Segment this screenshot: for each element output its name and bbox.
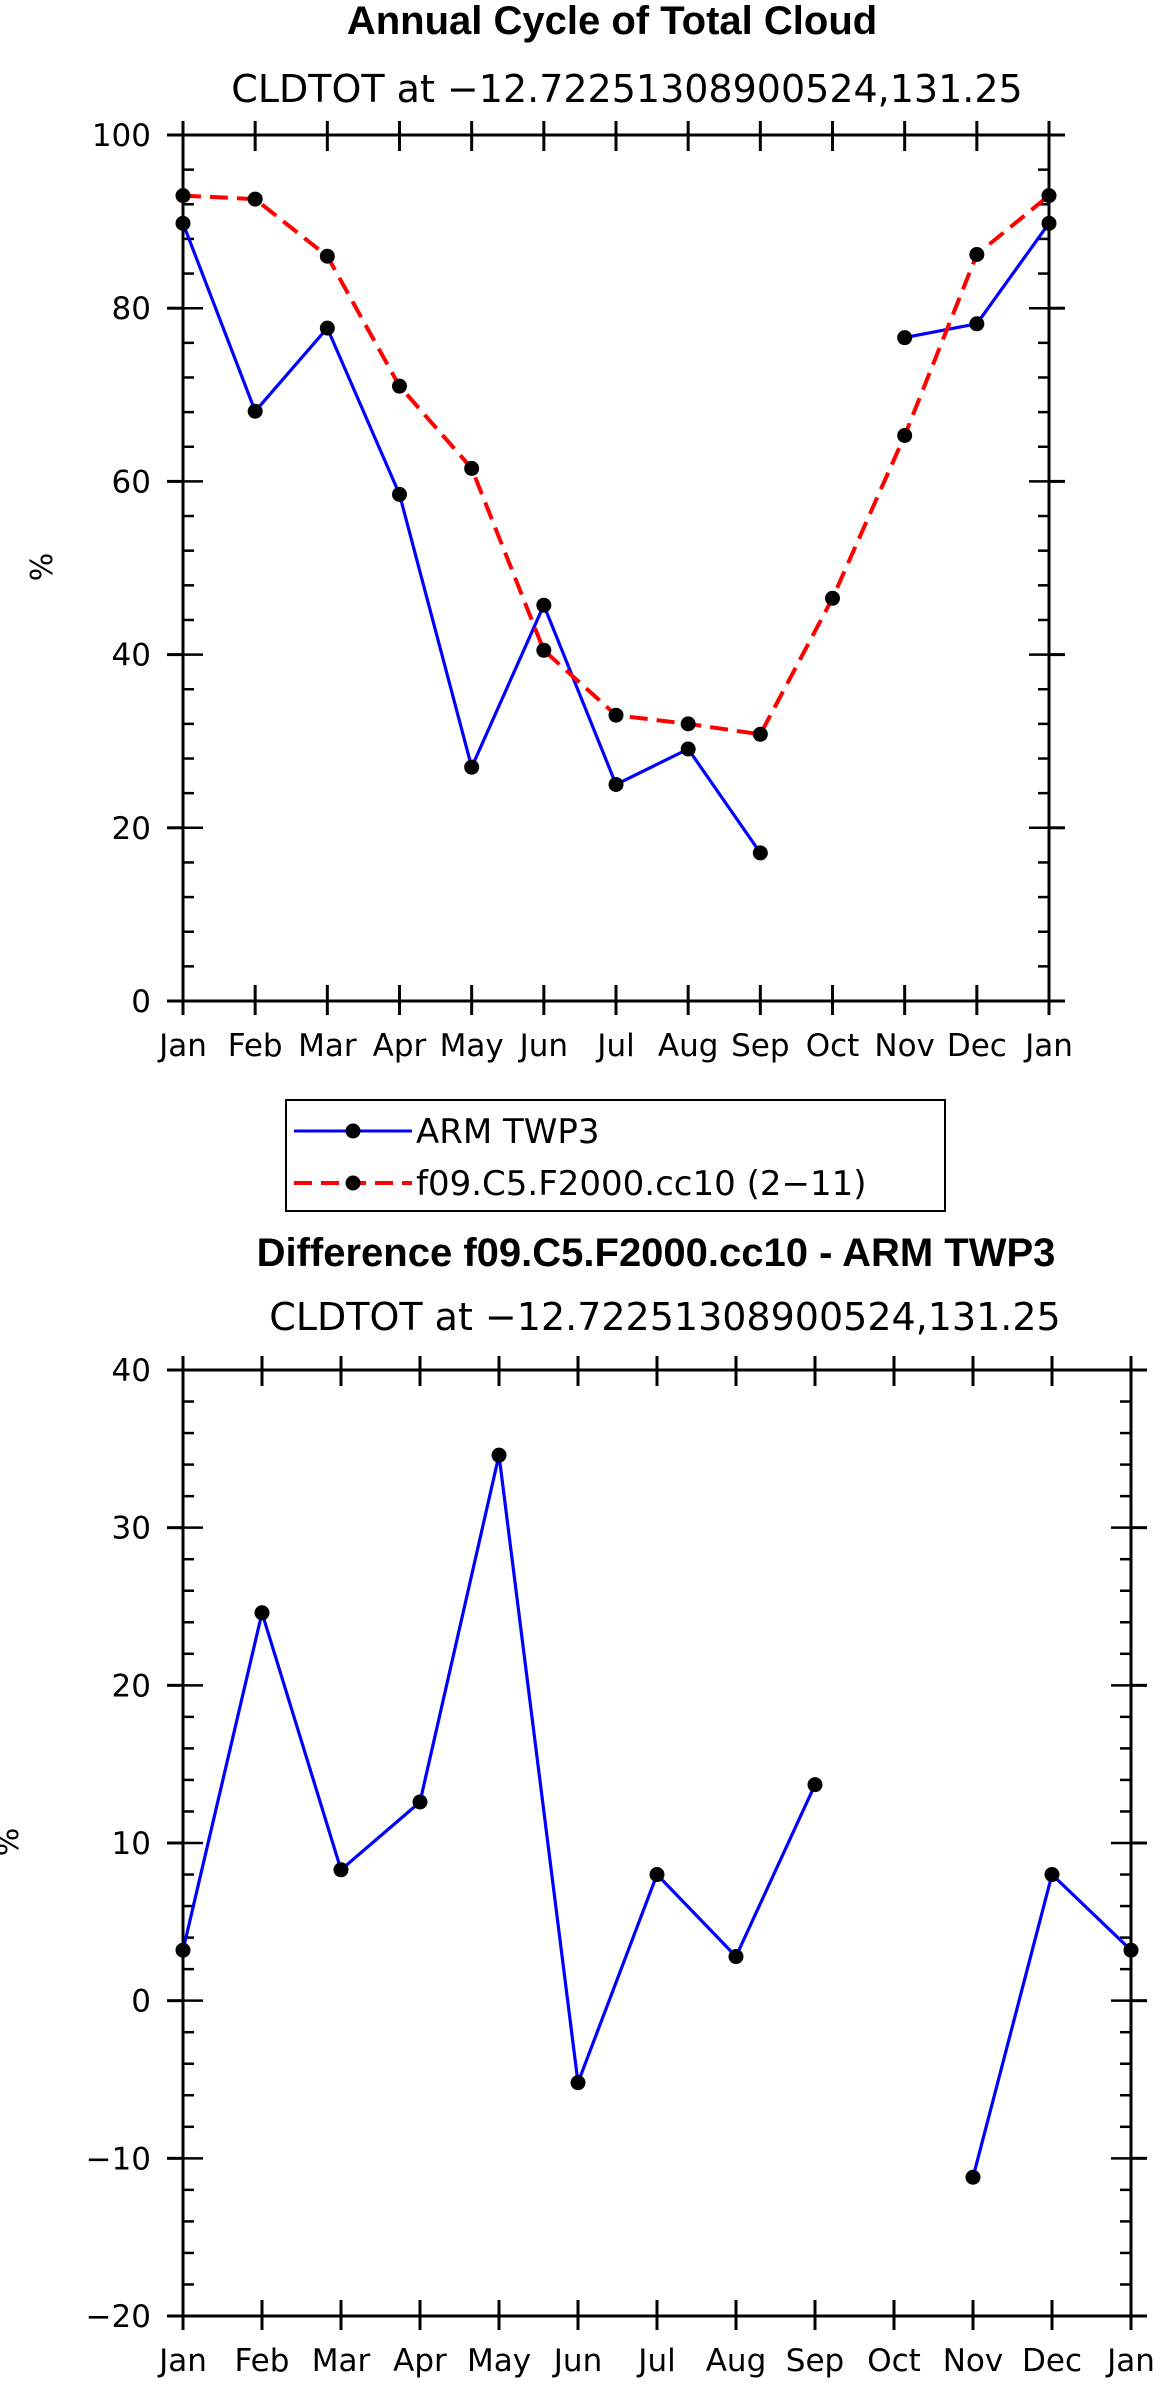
chart1-series-1-point xyxy=(969,316,985,332)
chart1-x-tick-label: Jun xyxy=(518,1028,568,1064)
chart1-series-1-point xyxy=(536,597,552,613)
chart2-subtitle: CLDTOT at −12.72251308900524,131.25 xyxy=(269,1295,1060,1339)
chart2-x-tick-label: Sep xyxy=(786,2343,844,2379)
chart1-series-2-point xyxy=(897,428,913,444)
chart1-legend: ARM TWP3 f09.C5.F2000.cc10 (2−11) xyxy=(285,1099,946,1212)
chart2-x-tick-label: Jun xyxy=(552,2343,602,2379)
chart1-y-tick-label: 20 xyxy=(112,811,151,847)
chart2-y-tick-label: 40 xyxy=(112,1353,151,1389)
chart1-y-tick-label: 60 xyxy=(112,464,151,500)
chart1-y-tick-label: 40 xyxy=(112,638,151,674)
chart2-series-1-point xyxy=(728,1949,744,1965)
chart1-series-2-point xyxy=(969,247,985,263)
chart1-series-1-point xyxy=(392,486,407,502)
chart1-x-tick-label: Jul xyxy=(595,1028,634,1064)
chart2-x-tick-label: Nov xyxy=(943,2343,1004,2379)
chart2-plot-frame xyxy=(181,1368,1133,2318)
chart1-series-2-point xyxy=(536,642,552,658)
chart2-series-1-point xyxy=(254,1605,270,1621)
chart1-series-1-point xyxy=(680,741,696,757)
chart2-series xyxy=(175,1447,1139,2185)
chart2-series-1-point xyxy=(1044,1867,1060,1883)
chart2-x-tick-label: Mar xyxy=(312,2343,371,2379)
chart2-y-tick-label: 10 xyxy=(112,1826,151,1862)
chart1-title: Annual Cycle of Total Cloud xyxy=(347,0,877,43)
difference-chart: Difference f09.C5.F2000.cc10 - ARM TWP3 … xyxy=(0,1231,1155,2379)
chart1-x-tick-label: Aug xyxy=(658,1028,719,1064)
chart2-series-1-point xyxy=(333,1862,349,1878)
chart2-series-1-line xyxy=(971,1872,1133,2178)
chart2-x-tick-label: Jan xyxy=(1105,2343,1155,2379)
legend-box xyxy=(285,1099,946,1212)
chart2-y-tick-label: 30 xyxy=(112,1511,151,1547)
chart2-y-tick-label: 0 xyxy=(131,1984,151,2020)
chart1-series-2-point xyxy=(752,726,768,742)
chart2-y-tick-label: −10 xyxy=(86,2141,151,2177)
chart1-ylabel: % xyxy=(25,553,60,582)
chart2-x-tick-label: May xyxy=(467,2343,531,2379)
chart1-x-tick-label: Mar xyxy=(298,1028,357,1064)
chart2-x-tick-label: Jan xyxy=(157,2343,207,2379)
chart1-subtitle: CLDTOT at −12.72251308900524,131.25 xyxy=(231,67,1022,111)
chart2-y-tick-labels: −20 −10 0 10 20 30 40 xyxy=(86,1353,151,2335)
legend-marker-arm xyxy=(345,1123,361,1139)
chart1-y-tick-labels: 0 20 40 60 80 100 xyxy=(92,118,151,1020)
chart2-series-1-point xyxy=(570,2075,586,2091)
chart1-series xyxy=(175,188,1057,861)
chart2-series-1-point xyxy=(491,1447,507,1463)
chart1-series-2-point xyxy=(319,248,335,264)
chart1-x-tick-labels: Jan Feb Mar Apr May Jun Jul Aug Sep Oct Nov Dec Jan xyxy=(157,1028,1073,1064)
chart1-plot-frame xyxy=(181,133,1051,1003)
legend-marker-model xyxy=(345,1175,361,1191)
chart1-x-tick-label: Oct xyxy=(806,1028,860,1064)
chart2-x-tick-label: Aug xyxy=(706,2343,767,2379)
chart2-series-1-point xyxy=(965,2169,981,2185)
chart2-x-tick-label: Dec xyxy=(1022,2343,1082,2379)
chart1-series-2-point xyxy=(392,378,407,394)
chart1-series-2-point xyxy=(825,590,840,606)
chart1-series-1-line xyxy=(181,222,762,854)
chart2-x-tick-label: Jul xyxy=(636,2343,675,2379)
chart2-y-tick-label: −20 xyxy=(86,2299,151,2335)
chart1-x-tick-label: Jan xyxy=(157,1028,207,1064)
chart1-x-tick-label: Jan xyxy=(1023,1028,1073,1064)
chart1-x-tick-label: Sep xyxy=(731,1028,789,1064)
chart2-x-tick-label: Feb xyxy=(235,2343,290,2379)
chart2-y-tick-label: 20 xyxy=(112,1668,151,1704)
chart1-x-tick-label: Apr xyxy=(373,1028,427,1064)
chart1-series-2-point xyxy=(680,716,696,732)
chart1-series-1-point xyxy=(897,330,913,346)
chart1-x-tick-label: May xyxy=(440,1028,504,1064)
chart1-series-1-point xyxy=(319,320,335,336)
chart1-y-tick-label: 80 xyxy=(112,291,151,327)
chart1-series-2-line xyxy=(182,193,1051,737)
chart1-y-tick-label: 0 xyxy=(131,984,151,1020)
chart1-series-1-point xyxy=(464,759,480,775)
annual-cycle-chart: Annual Cycle of Total Cloud CLDTOT at −1… xyxy=(25,0,1073,1064)
chart2-series-1-point xyxy=(649,1867,665,1883)
chart2-x-tick-labels: Jan Feb Mar Apr May Jun Jul Aug Sep Oct Nov Dec Jan xyxy=(157,2343,1155,2379)
chart2-series-1-point xyxy=(412,1794,428,1810)
chart1-series-2-point xyxy=(247,191,263,207)
chart1-series-2-point xyxy=(608,707,624,723)
chart1-series-2-point xyxy=(464,460,480,476)
chart2-ylabel: % xyxy=(0,1828,26,1857)
chart2-ticks xyxy=(167,1356,1147,2330)
chart1-x-tick-label: Nov xyxy=(874,1028,935,1064)
chart2-title: Difference f09.C5.F2000.cc10 - ARM TWP3 xyxy=(257,1231,1056,1275)
chart1-x-tick-label: Dec xyxy=(947,1028,1007,1064)
chart2-x-tick-label: Apr xyxy=(393,2343,447,2379)
chart1-series-1-point xyxy=(752,845,768,861)
chart1-ticks xyxy=(167,121,1065,1015)
chart2-series-1-line xyxy=(181,1453,817,2085)
chart1-x-tick-label: Feb xyxy=(228,1028,283,1064)
chart1-series-1-point xyxy=(608,777,624,792)
chart2-series-1-point xyxy=(807,1777,823,1793)
legend-label-arm: ARM TWP3 xyxy=(416,1112,600,1152)
chart1-series-1-point xyxy=(247,403,263,419)
chart2-x-tick-label: Oct xyxy=(867,2343,921,2379)
legend-label-model: f09.C5.F2000.cc10 (2−11) xyxy=(416,1164,866,1204)
chart1-y-tick-label: 100 xyxy=(92,118,151,154)
